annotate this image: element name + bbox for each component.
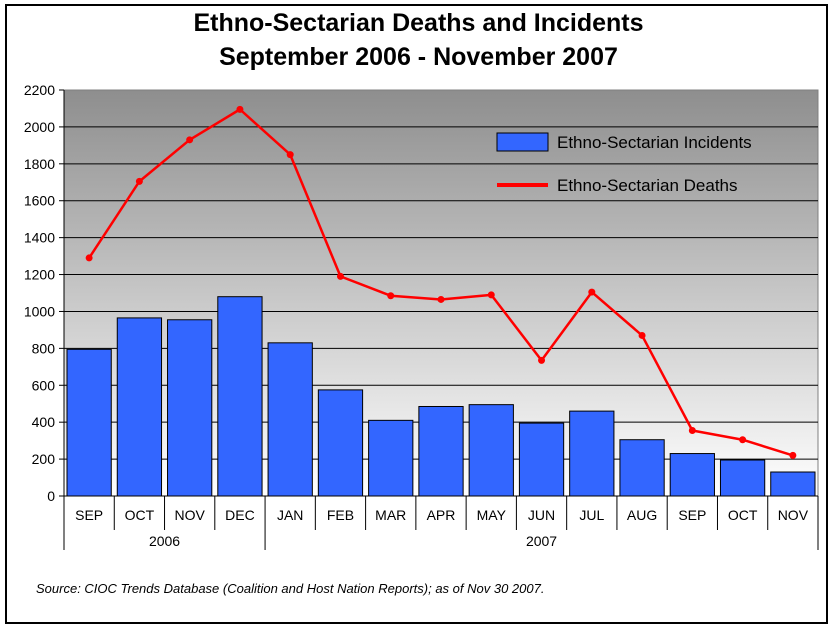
x-tick-label: MAY (477, 507, 507, 523)
y-tick-label: 0 (47, 488, 55, 504)
deaths-point (437, 295, 445, 303)
line-series (85, 105, 797, 459)
bar (267, 342, 313, 497)
bar (518, 422, 565, 497)
legend-swatch-incidents (496, 132, 549, 152)
bar (719, 459, 766, 497)
x-tick-label: JUL (579, 507, 604, 523)
year-label: 2006 (149, 533, 180, 549)
chart-title-line1: Ethno-Sectarian Deaths and Incidents (193, 9, 644, 37)
deaths-point (588, 288, 596, 296)
gridlines (64, 126, 818, 460)
y-tick-label: 2000 (24, 119, 55, 135)
y-axis: 0 200 400 600 800 1000 1200 1400 1600 1800 2000 220… (24, 82, 65, 504)
source-note: Source: CIOC Trends Database (Coalition … (36, 581, 545, 596)
bar (368, 419, 414, 497)
deaths-point (638, 331, 646, 339)
deaths-point (186, 136, 194, 144)
x-tick-label: FEB (327, 507, 354, 523)
y-tick-label: 200 (32, 451, 56, 467)
y-tick-label: 1200 (24, 267, 55, 283)
deaths-point (135, 177, 143, 185)
bar-series (66, 296, 816, 497)
deaths-point (286, 151, 294, 159)
legend: Ethno-Sectarian Incidents Ethno-Sectaria… (496, 132, 752, 195)
bar (66, 348, 112, 497)
y-tick-label: 1600 (24, 193, 55, 209)
bar (669, 453, 715, 497)
x-tick-label: OCT (728, 507, 758, 523)
bar (217, 296, 263, 497)
deaths-point (688, 426, 696, 434)
legend-label-deaths: Ethno-Sectarian Deaths (557, 176, 738, 195)
x-tick-label: DEC (225, 507, 255, 523)
y-tick-label: 2200 (24, 82, 55, 98)
y-tick-label: 1800 (24, 156, 55, 172)
y-tick-label: 1000 (24, 303, 55, 319)
deaths-point (739, 436, 747, 444)
deaths-point (85, 254, 93, 262)
y-tick-label: 400 (32, 414, 56, 430)
deaths-point (789, 451, 797, 459)
bar (619, 439, 665, 497)
x-tick-label: OCT (125, 507, 155, 523)
x-tick-label: SEP (678, 507, 706, 523)
x-tick-label: JAN (277, 507, 303, 523)
bar (317, 389, 364, 497)
x-tick-label: SEP (75, 507, 103, 523)
y-tick-label: 1400 (24, 230, 55, 246)
deaths-point (336, 272, 344, 280)
bar (569, 410, 615, 497)
x-tick-label: JUN (528, 507, 555, 523)
x-tick-label: MAR (375, 507, 406, 523)
x-tick-label: APR (427, 507, 456, 523)
x-axis: SEP OCT NOV DEC JAN FEB MAR APR MAY JUN JUL AUG SEP O… (63, 495, 819, 550)
deaths-point (387, 292, 395, 300)
x-tick-label: NOV (174, 507, 205, 523)
bar (418, 405, 464, 497)
bar (468, 404, 514, 497)
bar (770, 471, 816, 497)
deaths-point (487, 291, 495, 299)
legend-label-incidents: Ethno-Sectarian Incidents (557, 133, 752, 152)
x-tick-label: NOV (778, 507, 809, 523)
x-tick-label: AUG (627, 507, 657, 523)
bar (116, 317, 163, 497)
deaths-point (236, 105, 244, 113)
y-tick-label: 800 (32, 340, 56, 356)
year-label: 2007 (526, 533, 557, 549)
bar (167, 319, 213, 497)
chart-title-line2: September 2006 - November 2007 (219, 43, 618, 71)
deaths-point (538, 356, 546, 364)
y-tick-label: 600 (32, 377, 56, 393)
